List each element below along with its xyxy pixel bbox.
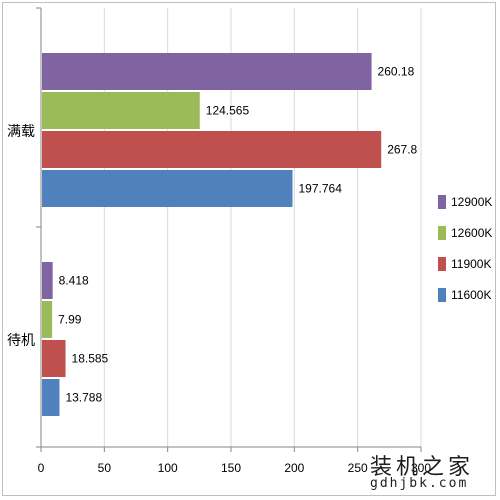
data-label: 197.764 (299, 182, 343, 196)
legend-label: 11900K (451, 257, 491, 271)
watermark-logo-text: 装机之家 (370, 455, 475, 480)
category-label: 满载 (7, 124, 35, 140)
bar-11600k-0 (42, 170, 293, 207)
bar-12600k-0 (42, 92, 200, 129)
x-tick-label: 50 (98, 461, 112, 475)
bar-12900k-1 (42, 262, 53, 299)
legend-label: 12600K (451, 226, 492, 240)
data-label: 8.418 (59, 274, 89, 288)
category-label: 待机 (7, 333, 35, 349)
x-tick-label: 150 (221, 461, 241, 475)
data-label: 267.8 (387, 143, 417, 157)
bar-12900k-0 (42, 53, 372, 90)
legend-swatch-12600k (438, 226, 446, 240)
data-label: 7.99 (58, 313, 82, 327)
data-label: 124.565 (206, 104, 250, 118)
legend-label: 11600K (451, 288, 491, 302)
data-label: 18.585 (72, 352, 109, 366)
bar-11900k-1 (42, 340, 66, 377)
legend-swatch-12900k (438, 195, 446, 209)
x-tick-label: 250 (348, 461, 368, 475)
legend-label: 12900K (451, 195, 492, 209)
x-tick-label: 100 (158, 461, 178, 475)
bar-11600k-1 (42, 379, 60, 416)
legend-swatch-11600k (438, 288, 446, 302)
data-label: 260.18 (378, 65, 415, 79)
x-tick-label: 300 (411, 461, 431, 475)
watermark-domain: gdhjbk.com (370, 476, 469, 491)
bar-11900k-0 (42, 131, 382, 168)
legend-swatch-11900k (438, 257, 446, 271)
x-tick-label: 0 (38, 461, 45, 475)
chart-frame (2, 2, 496, 496)
bar-12600k-1 (42, 301, 53, 338)
x-tick-label: 200 (284, 461, 304, 475)
data-label: 13.788 (65, 391, 102, 405)
